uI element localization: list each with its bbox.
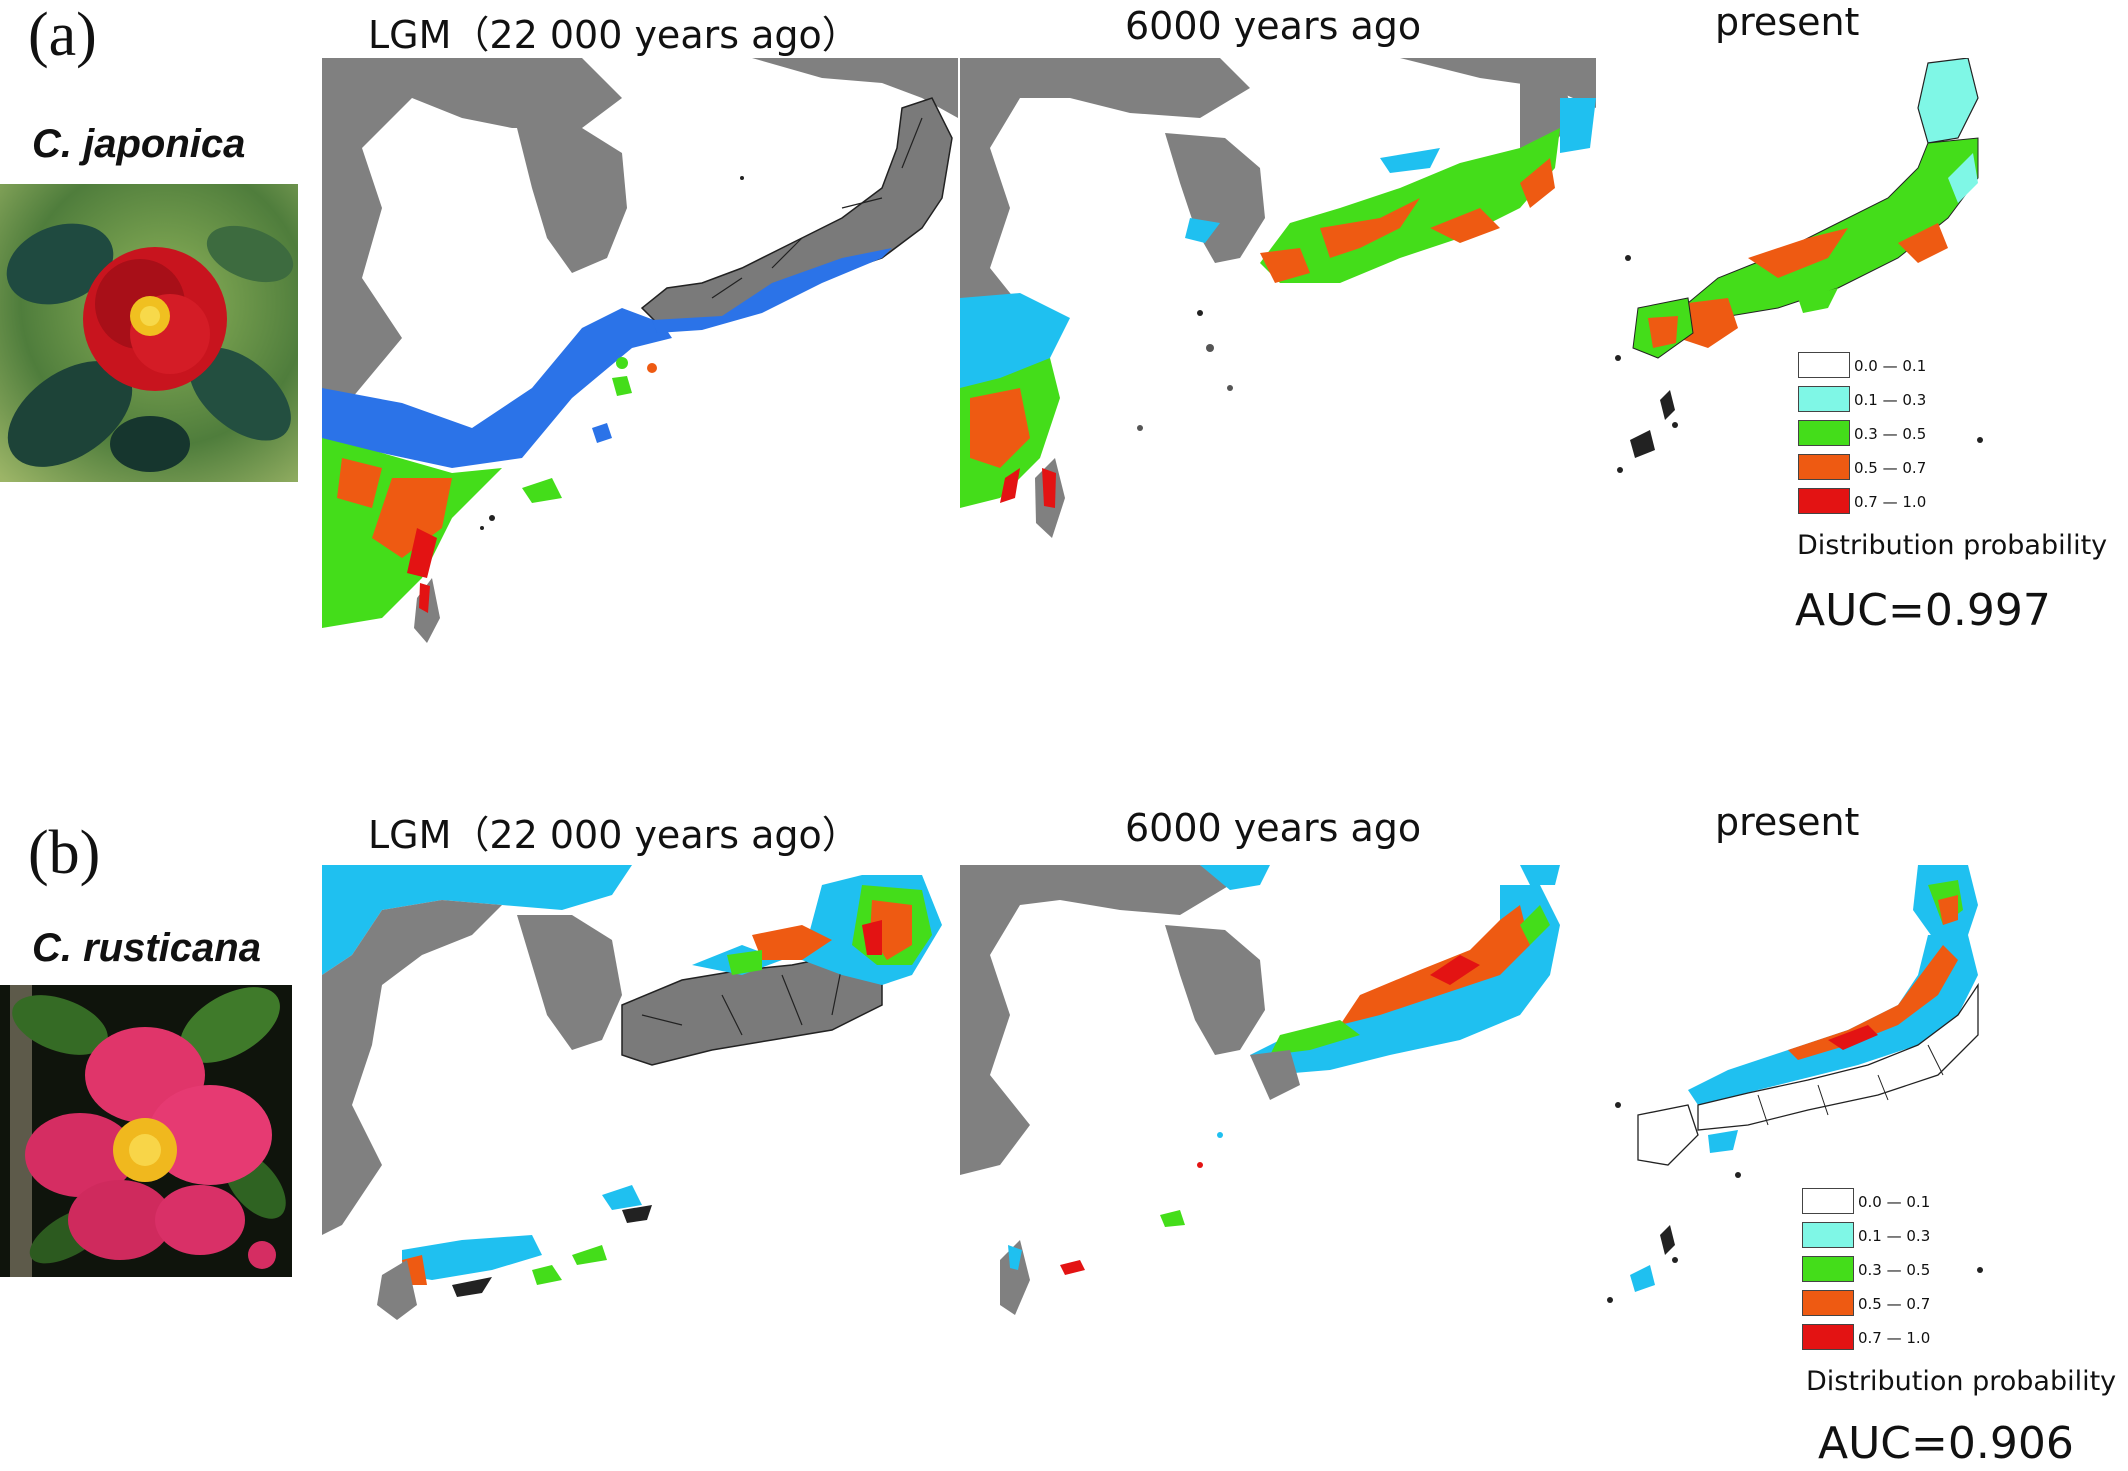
legend-label: 0.1 — 0.3: [1854, 391, 1927, 409]
panel-a-title-6000: 6000 years ago: [1125, 4, 1422, 48]
panel-b-title-present: present: [1715, 800, 1860, 844]
map-b-present-south: [1580, 1220, 2000, 1330]
legend-swatch: [1802, 1222, 1854, 1248]
legend-a-title: Distribution probability: [1797, 530, 2108, 561]
camellia-rusticana-photo: [0, 985, 292, 1277]
map-a-6000: [960, 58, 1596, 658]
map-a-present-south: [1580, 380, 2000, 490]
panel-a-species-label: C. japonica: [32, 122, 246, 166]
legend-label: 0.0 — 0.1: [1854, 357, 1927, 375]
legend-label: 0.7 — 1.0: [1854, 493, 1927, 511]
auc-b: AUC=0.906: [1818, 1418, 2074, 1469]
legend-swatch: [1798, 352, 1850, 378]
legend-swatch: [1798, 488, 1850, 514]
legend-swatch: [1802, 1290, 1854, 1316]
legend-label: 0.3 — 0.5: [1854, 425, 1927, 443]
legend-a: 0.0 — 0.1 0.1 — 0.3 0.3 — 0.5 0.5 — 0.7 …: [1798, 352, 2058, 602]
panel-b-letter: (b): [28, 819, 101, 887]
legend-b-title: Distribution probability: [1806, 1366, 2117, 1397]
panel-a-title-lgm: LGM（22 000 years ago）: [368, 13, 860, 57]
rusticana-lgm-sky-north: [322, 865, 632, 975]
land-asia: [960, 865, 1230, 1175]
legend-swatch: [1802, 1188, 1854, 1214]
panel-a-title-present: present: [1715, 0, 1860, 44]
land-asia: [322, 900, 502, 1235]
panel-b-species-label: C. rusticana: [32, 926, 261, 970]
land-korea: [517, 128, 627, 273]
panel-b-title-6000: 6000 years ago: [1125, 806, 1422, 850]
legend-swatch: [1798, 454, 1850, 480]
camellia-japonica-photo: [0, 184, 298, 482]
legend-b: 0.0 — 0.1 0.1 — 0.3 0.3 — 0.5 0.5 — 0.7 …: [1802, 1188, 2062, 1368]
panel-a-letter: (a): [28, 1, 97, 69]
china-6000-sky: [960, 293, 1070, 393]
legend-label: 0.1 — 0.3: [1858, 1227, 1931, 1245]
legend-label: 0.0 — 0.1: [1858, 1193, 1931, 1211]
land-korea: [1165, 133, 1265, 263]
land-korea: [517, 915, 622, 1050]
legend-label: 0.7 — 1.0: [1858, 1329, 1931, 1347]
lgm-shelf-band: [322, 308, 672, 468]
legend-swatch: [1798, 386, 1850, 412]
legend-swatch: [1802, 1256, 1854, 1282]
map-b-lgm: [322, 865, 958, 1320]
legend-swatch: [1798, 420, 1850, 446]
map-a-lgm: [322, 58, 958, 658]
present-hokkaido: [1917, 58, 1979, 144]
land-asia: [322, 58, 622, 398]
map-b-6000: [960, 865, 1596, 1320]
legend-swatch: [1802, 1324, 1854, 1350]
legend-label: 0.5 — 0.7: [1858, 1295, 1931, 1313]
legend-label: 0.3 — 0.5: [1858, 1261, 1931, 1279]
auc-a: AUC=0.997: [1795, 585, 2051, 636]
legend-label: 0.5 — 0.7: [1854, 459, 1927, 477]
panel-b-title-lgm: LGM（22 000 years ago）: [368, 813, 860, 857]
land-korea: [1165, 925, 1265, 1055]
